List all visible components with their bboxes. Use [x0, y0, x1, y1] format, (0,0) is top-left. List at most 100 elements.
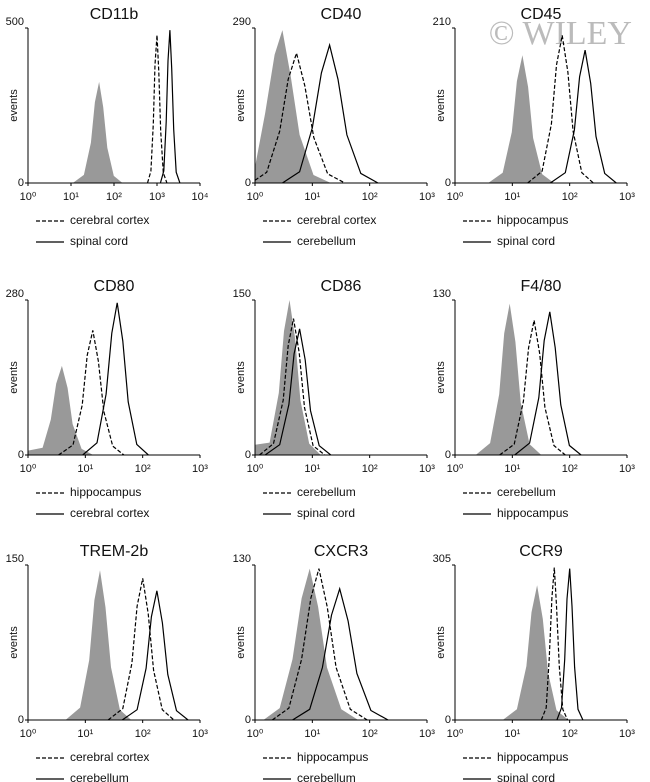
histogram-line	[527, 35, 594, 183]
axis-line	[454, 565, 627, 721]
plot-area	[263, 568, 389, 720]
x-tick-label: 10³	[192, 463, 208, 475]
plot-area	[255, 30, 379, 183]
x-tick-label: 10⁰	[447, 191, 464, 203]
x-tick-label: 10²	[562, 463, 578, 475]
x-tick-label: 10¹	[504, 463, 520, 475]
isotype-area	[255, 30, 331, 183]
isotype-area	[502, 585, 569, 720]
isotype-area	[72, 81, 123, 183]
x-tick-label: 10³	[419, 728, 435, 740]
histogram-line	[107, 578, 175, 720]
x-tick-label: 10³	[419, 463, 435, 475]
y-tick-label: 0	[245, 714, 251, 726]
x-tick-label: 10²	[362, 463, 378, 475]
histogram-line	[146, 35, 168, 183]
panel-title: CXCR3	[314, 543, 368, 560]
x-tick-label: 10²	[135, 728, 151, 740]
y-tick-label: 0	[245, 449, 251, 461]
y-axis-label: events	[435, 89, 447, 122]
x-tick-label: 10³	[619, 463, 635, 475]
panel: CD45 events 0 210 10⁰ 10¹ 10² 10³ hippocampus spi…	[433, 6, 636, 248]
legend-label: cerebral cortex	[70, 213, 149, 227]
axis-line	[27, 565, 200, 721]
axis-line	[27, 300, 200, 456]
axis-line	[454, 28, 627, 184]
x-tick-label: 10³	[149, 191, 165, 203]
x-tick-label: 10¹	[63, 191, 79, 203]
legend-label: spinal cord	[70, 234, 128, 248]
legend-label: cerebellum	[497, 485, 556, 499]
y-tick-label: 150	[6, 553, 24, 565]
x-tick-label: 10²	[562, 728, 578, 740]
histogram-line	[514, 311, 582, 455]
histogram-line	[556, 568, 584, 720]
legend-label: spinal cord	[297, 506, 355, 520]
isotype-area	[475, 303, 542, 455]
histogram-line	[292, 586, 389, 720]
histogram-line	[540, 567, 569, 720]
histogram-line	[264, 328, 332, 455]
x-tick-label: 10⁴	[192, 191, 209, 203]
y-tick-label: 290	[233, 16, 251, 28]
y-tick-label: 0	[445, 449, 451, 461]
panel: CXCR3 events 0 130 10⁰ 10¹ 10² 10³ hippocampus ce…	[233, 543, 436, 782]
x-tick-label: 10¹	[304, 728, 320, 740]
y-axis-label: events	[235, 626, 247, 659]
x-tick-label: 10⁰	[20, 463, 37, 475]
x-tick-label: 10⁰	[20, 191, 37, 203]
histogram-line	[499, 320, 566, 455]
y-tick-label: 130	[233, 553, 251, 565]
y-axis-label: events	[435, 626, 447, 659]
legend-label: cerebellum	[70, 771, 129, 782]
x-tick-label: 10¹	[504, 728, 520, 740]
x-tick-label: 10⁰	[247, 191, 264, 203]
panel: CD80 events 0 280 10⁰ 10¹ 10² 10³ hippocampus cer…	[6, 278, 209, 520]
y-axis-label: events	[8, 361, 20, 394]
legend-label: cerebellum	[297, 485, 356, 499]
legend-label: spinal cord	[497, 234, 555, 248]
panel: CCR9 events 0 305 10⁰ 10¹ 10² 10³ hippocampus spi…	[433, 543, 636, 782]
panel-title: CD80	[94, 278, 135, 295]
histogram-line	[271, 568, 368, 720]
axis-line	[27, 28, 200, 184]
legend-label: cerebral cortex	[70, 750, 149, 764]
isotype-area	[255, 300, 321, 455]
y-tick-label: 150	[233, 288, 251, 300]
y-axis-label: events	[235, 89, 247, 122]
x-tick-label: 10³	[419, 191, 435, 203]
y-axis-label: events	[8, 626, 20, 659]
histogram-line	[58, 330, 125, 455]
isotype-area	[488, 55, 554, 183]
histogram-line	[255, 50, 346, 183]
y-tick-label: 280	[6, 288, 24, 300]
isotype-area	[263, 568, 359, 720]
y-tick-label: 0	[18, 177, 24, 189]
legend-label: hippocampus	[70, 485, 141, 499]
histogram-line	[259, 318, 326, 455]
panel: CD86 events 0 150 10⁰ 10¹ 10² 10³ cerebellum spin…	[233, 278, 436, 520]
histogram-line	[159, 30, 181, 183]
histogram-line	[549, 49, 617, 183]
panel: CD11b events 0 500 10⁰ 10¹ 10² 10³ 10⁴ cerebral c…	[6, 6, 209, 248]
panel-title: CCR9	[519, 543, 563, 560]
panel-title: CD86	[321, 278, 362, 295]
x-tick-label: 10¹	[304, 191, 320, 203]
x-tick-label: 10²	[562, 191, 578, 203]
panel-title: F4/80	[521, 278, 562, 295]
x-tick-label: 10²	[135, 463, 151, 475]
x-tick-label: 10¹	[77, 728, 93, 740]
isotype-area	[28, 365, 94, 455]
histogram-line	[121, 590, 189, 720]
panel: TREM-2b events 0 150 10⁰ 10¹ 10² 10³ cerebral co…	[6, 543, 209, 782]
panel-title: CD40	[321, 6, 362, 23]
x-tick-label: 10²	[362, 191, 378, 203]
y-tick-label: 305	[433, 553, 451, 565]
y-tick-label: 500	[6, 16, 24, 28]
y-axis-label: events	[235, 361, 247, 394]
legend-label: hippocampus	[497, 506, 568, 520]
y-tick-label: 0	[18, 714, 24, 726]
legend-label: cerebral cortex	[297, 213, 376, 227]
x-tick-label: 10¹	[304, 463, 320, 475]
